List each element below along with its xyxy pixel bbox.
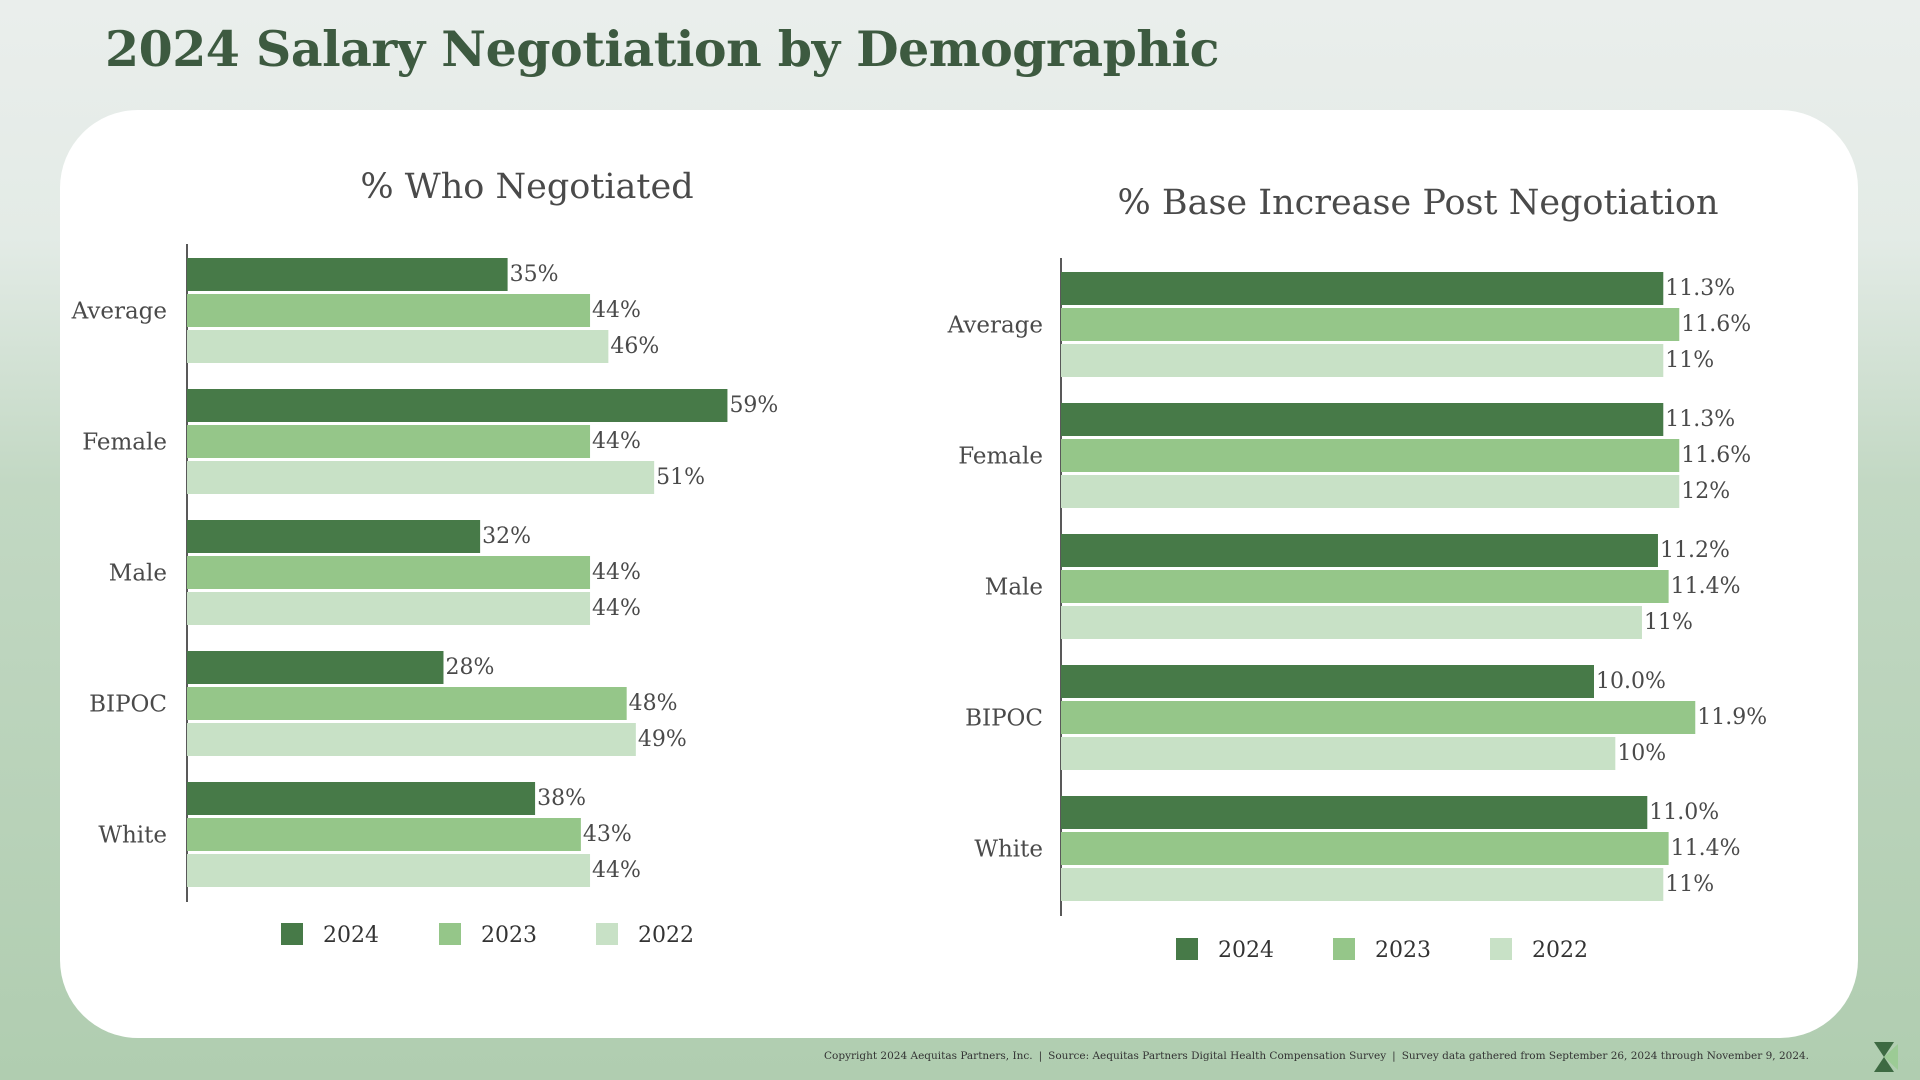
data-label: 11% [1665,872,1714,897]
data-label: 49% [638,727,687,752]
data-label: 11.0% [1649,800,1719,825]
base-increase-chart: % Base Increase Post Negotiation Average 1… [947,183,1767,963]
chart-card: % Who Negotiated Average 35% 44% 46% Female 59… [60,110,1858,1038]
bar-2022 [187,330,609,363]
bar-2023 [1061,570,1669,603]
data-label: 11.3% [1665,407,1735,432]
footer-separator: | [1038,1050,1043,1062]
data-label: 51% [656,465,705,490]
data-label: 11.2% [1660,538,1730,563]
data-label: 44% [592,596,641,621]
category-label: Female [958,444,1043,470]
bar-2023 [1061,439,1680,472]
bar-2023 [1061,701,1696,734]
bar-2024 [187,520,481,553]
bar-2024 [1061,272,1664,305]
category-label: White [98,823,167,849]
bar-2022 [187,723,636,756]
category-label: Male [985,575,1043,601]
data-label: 11.6% [1681,443,1751,468]
bar-2024 [1061,796,1648,829]
bar-2023 [187,556,591,589]
category-label: Female [82,430,167,456]
data-label: 43% [583,822,632,847]
category-label: BIPOC [965,706,1043,732]
negotiated-chart: % Who Negotiated Average 35% 44% 46% Female 59… [71,167,779,948]
bar-2022 [187,854,591,887]
bar-2022 [1061,344,1664,377]
page-title: 2024 Salary Negotiation by Demographic [105,20,1219,78]
data-label: 10% [1617,741,1666,766]
data-label: 46% [610,334,659,359]
bar-2024 [1061,403,1664,436]
chart-title: % Base Increase Post Negotiation [1117,183,1718,223]
legend-swatch-2023 [439,923,461,945]
legend-swatch-2024 [1176,938,1198,960]
bar-2023 [1061,308,1680,341]
bar-2024 [187,651,444,684]
legend-swatch-2024 [281,923,303,945]
category-label: Average [71,299,167,325]
data-label: 48% [629,691,678,716]
legend-label-2022: 2022 [638,923,694,948]
data-label: 11.3% [1665,276,1735,301]
legend-label-2022: 2022 [1532,938,1588,963]
bar-2022 [1061,737,1616,770]
data-label: 11.9% [1697,705,1767,730]
data-label: 11% [1665,348,1714,373]
bar-2023 [187,294,591,327]
legend-label-2023: 2023 [1375,938,1431,963]
legend-label-2023: 2023 [481,923,537,948]
legend-label-2024: 2024 [1218,938,1274,963]
data-label: 44% [592,298,641,323]
bar-2023 [187,818,581,851]
category-label: Average [947,313,1043,339]
bar-2022 [187,592,591,625]
bar-2024 [187,258,508,291]
bar-2022 [1061,868,1664,901]
bar-2023 [187,687,627,720]
bar-2024 [1061,534,1658,567]
chart-title: % Who Negotiated [360,167,693,207]
category-label: White [974,837,1043,863]
data-label: 28% [445,655,494,680]
data-label: 12% [1681,479,1730,504]
category-label: Male [109,561,167,587]
bar-2022 [1061,475,1680,508]
legend-label-2024: 2024 [323,923,379,948]
data-label: 11.4% [1671,836,1741,861]
bar-2022 [187,461,655,494]
legend-swatch-2023 [1333,938,1355,960]
data-label: 44% [592,858,641,883]
footer-separator: | [1392,1050,1396,1062]
data-label: 32% [482,524,531,549]
data-label: 11.6% [1681,312,1751,337]
data-label: 44% [592,560,641,585]
aequitas-logo-icon [1874,1042,1898,1072]
footer-survey-dates: Survey data gathered from September 26, … [1401,1050,1810,1062]
bar-2024 [187,782,536,815]
bar-2024 [1061,665,1594,698]
footer: Copyright 2024 Aequitas Partners, Inc. | S… [824,1050,1809,1062]
footer-source: Source: Aequitas Partners Digital Health… [1048,1050,1387,1062]
data-label: 38% [537,786,586,811]
data-label: 11% [1644,610,1693,635]
footer-copyright: Copyright 2024 Aequitas Partners, Inc. [824,1050,1033,1062]
data-label: 59% [729,393,778,418]
legend-swatch-2022 [596,923,618,945]
category-label: BIPOC [89,692,167,718]
bar-2024 [187,389,728,422]
legend-swatch-2022 [1490,938,1512,960]
bar-2023 [187,425,591,458]
data-label: 44% [592,429,641,454]
data-label: 10.0% [1596,669,1666,694]
bar-2022 [1061,606,1642,639]
bar-2023 [1061,832,1669,865]
data-label: 35% [510,262,559,287]
data-label: 11.4% [1671,574,1741,599]
